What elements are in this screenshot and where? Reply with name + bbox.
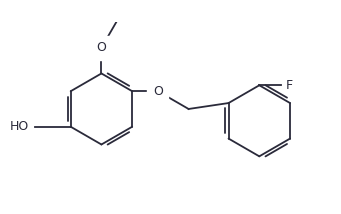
- Text: O: O: [97, 41, 106, 54]
- Text: F: F: [286, 79, 293, 92]
- Text: O: O: [153, 85, 163, 98]
- Text: HO: HO: [10, 120, 29, 133]
